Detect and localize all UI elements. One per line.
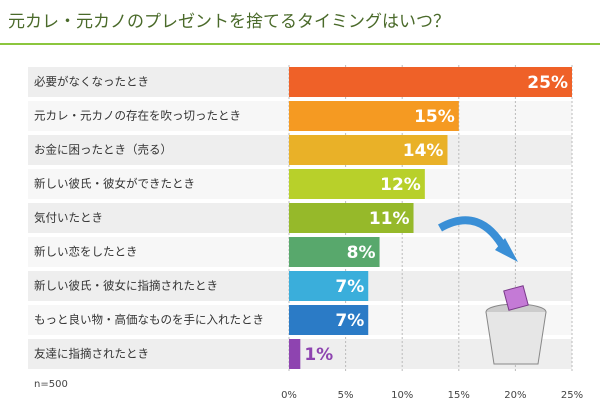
value-label: 12% [380, 175, 421, 195]
bar [289, 101, 459, 131]
x-tick-label: 5% [338, 390, 354, 401]
bar [289, 339, 301, 369]
x-tick-label: 0% [281, 390, 297, 401]
value-label: 7% [335, 311, 364, 331]
category-label: 友達に指摘されたとき [34, 347, 149, 361]
value-label: 14% [403, 141, 444, 161]
category-label: 新しい恋をしたとき [34, 245, 138, 259]
category-label: お金に困ったとき（売る） [34, 143, 172, 157]
category-label: 必要がなくなったとき [34, 75, 149, 89]
category-label: 気付いたとき [34, 211, 103, 225]
x-tick-label: 25% [561, 390, 583, 401]
category-label: 元カレ・元カノの存在を吹っ切ったとき [34, 109, 241, 123]
x-tick-label: 15% [448, 390, 470, 401]
bar [289, 67, 572, 97]
category-label: もっと良い物・高価なものを手に入れたとき [34, 313, 264, 327]
category-label: 新しい彼氏・彼女ができたとき [34, 177, 195, 191]
trash-illustration [438, 216, 547, 365]
x-tick-label: 10% [391, 390, 413, 401]
value-label: 15% [414, 107, 455, 127]
value-label: 25% [527, 73, 568, 93]
value-label: 8% [347, 243, 376, 263]
bar [289, 203, 414, 233]
value-label: 11% [369, 209, 410, 229]
bar [289, 271, 369, 301]
x-tick-label: 20% [504, 390, 526, 401]
chart-title: 元カレ・元カノのプレゼントを捨てるタイミングはいつ？ [8, 12, 450, 32]
bar [289, 237, 380, 267]
bar [289, 305, 369, 335]
note: n=500 [34, 379, 68, 390]
bar [289, 169, 425, 199]
value-label: 7% [335, 277, 364, 297]
bar [289, 135, 448, 165]
category-label: 新しい彼氏・彼女に指摘されたとき [34, 279, 218, 293]
value-label: 1% [304, 345, 333, 365]
